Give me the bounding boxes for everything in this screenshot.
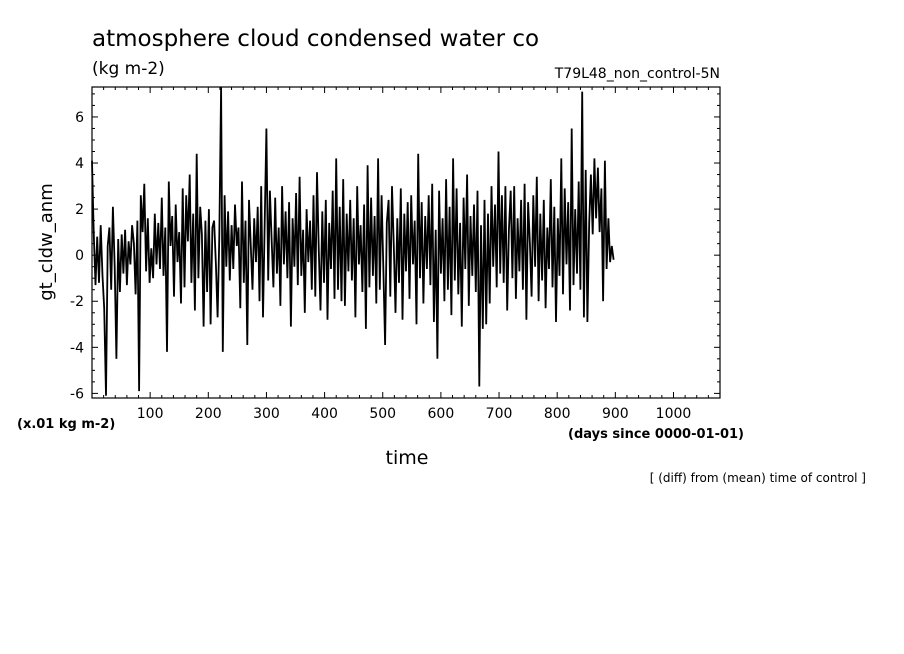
y-tick-label: 6 bbox=[75, 110, 84, 126]
x-tick-label: 100 bbox=[137, 406, 164, 422]
y-tick-label: 2 bbox=[75, 202, 84, 218]
chart-title: atmosphere cloud condensed water co bbox=[92, 26, 539, 52]
x-tick-label: 1000 bbox=[656, 406, 692, 422]
x-tick-label: 600 bbox=[428, 406, 455, 422]
x-tick-label: 500 bbox=[369, 406, 396, 422]
units-label: (kg m-2) bbox=[92, 59, 165, 79]
y-tick-label: 4 bbox=[75, 156, 84, 172]
x-tick-label: 800 bbox=[544, 406, 571, 422]
x-axis-label: time bbox=[386, 447, 429, 469]
plot-area: -6 -4 -2 0 2 4 6 100 200 300 400 500 600 700 800 900 100… bbox=[70, 86, 721, 422]
y-tick-label: -2 bbox=[70, 294, 84, 310]
x-tick-label: 200 bbox=[195, 406, 222, 422]
x-tick-label: 900 bbox=[602, 406, 629, 422]
x-tick-label: 700 bbox=[486, 406, 513, 422]
y-scale-label: (x.01 kg m-2) bbox=[17, 417, 115, 432]
x-tick-label: 300 bbox=[253, 406, 280, 422]
series-line bbox=[91, 86, 615, 396]
diff-note: [ (diff) from (mean) time of control ] bbox=[650, 471, 866, 485]
y-tick-label: 0 bbox=[75, 248, 84, 264]
y-tick-label: -6 bbox=[70, 386, 84, 402]
y-tick-label: -4 bbox=[70, 340, 84, 356]
x-tick-label: 400 bbox=[311, 406, 338, 422]
x-units-label: (days since 0000-01-01) bbox=[568, 427, 744, 442]
y-axis-label: gt_cldw_anm bbox=[36, 183, 57, 301]
run-label: T79L48_non_control-5N bbox=[554, 66, 720, 82]
